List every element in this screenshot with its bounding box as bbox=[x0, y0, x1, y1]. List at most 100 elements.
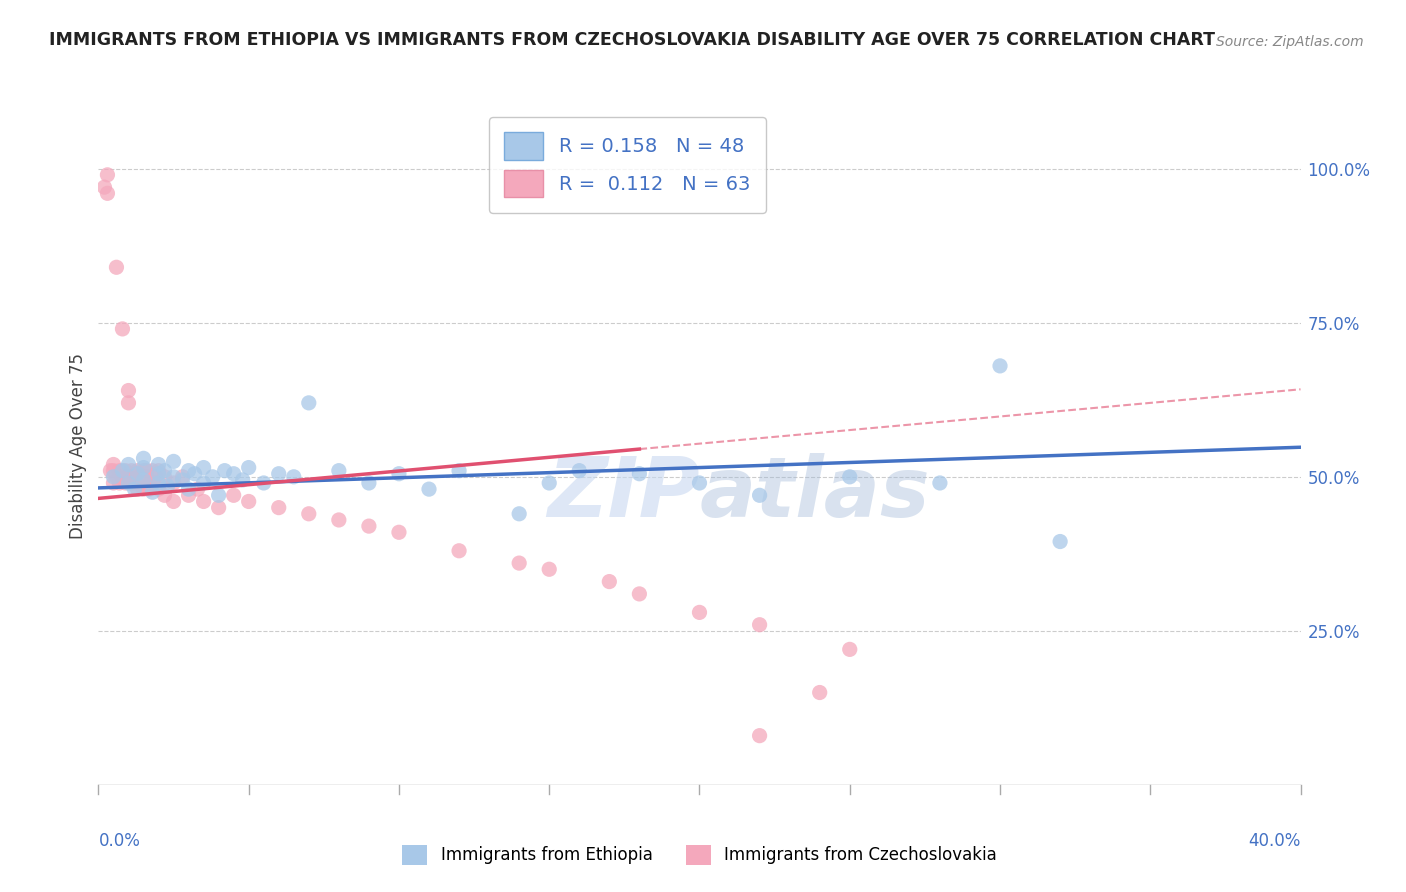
Point bbox=[748, 729, 770, 743]
Point bbox=[127, 467, 149, 481]
Text: IMMIGRANTS FROM ETHIOPIA VS IMMIGRANTS FROM CZECHOSLOVAKIA DISABILITY AGE OVER 7: IMMIGRANTS FROM ETHIOPIA VS IMMIGRANTS F… bbox=[49, 31, 1215, 49]
Text: atlas: atlas bbox=[700, 453, 931, 534]
Point bbox=[357, 475, 380, 490]
Point bbox=[193, 460, 215, 475]
Point bbox=[748, 617, 770, 632]
Point bbox=[568, 464, 591, 478]
Point bbox=[117, 475, 139, 490]
Point bbox=[208, 488, 231, 502]
Point bbox=[156, 479, 179, 493]
Point bbox=[114, 475, 136, 490]
Text: 40.0%: 40.0% bbox=[1249, 832, 1301, 850]
Point bbox=[388, 525, 411, 540]
Point bbox=[96, 168, 118, 182]
Point bbox=[1049, 534, 1071, 549]
Point bbox=[114, 464, 136, 478]
Point bbox=[129, 475, 152, 490]
Point bbox=[267, 467, 290, 481]
Point bbox=[103, 458, 125, 472]
Point bbox=[127, 464, 149, 478]
Y-axis label: Disability Age Over 75: Disability Age Over 75 bbox=[69, 353, 87, 539]
Point bbox=[124, 475, 146, 490]
Point bbox=[689, 475, 711, 490]
Point bbox=[162, 475, 184, 490]
Point bbox=[418, 482, 440, 496]
Point bbox=[447, 543, 470, 558]
Point bbox=[148, 475, 170, 490]
Point bbox=[145, 470, 167, 484]
Point bbox=[628, 587, 651, 601]
Point bbox=[138, 482, 160, 496]
Point bbox=[117, 458, 139, 472]
Point bbox=[388, 467, 411, 481]
Point bbox=[357, 519, 380, 533]
Point bbox=[177, 488, 200, 502]
Point bbox=[508, 507, 530, 521]
Point bbox=[538, 562, 561, 576]
Point bbox=[208, 500, 231, 515]
Point bbox=[111, 464, 134, 478]
Point bbox=[328, 513, 350, 527]
Point bbox=[162, 470, 184, 484]
Point bbox=[105, 260, 128, 275]
Point bbox=[238, 494, 260, 508]
Point bbox=[132, 473, 155, 487]
Point bbox=[132, 460, 155, 475]
Point bbox=[132, 451, 155, 466]
Point bbox=[148, 467, 170, 481]
Point bbox=[328, 464, 350, 478]
Point bbox=[132, 464, 155, 478]
Point bbox=[138, 475, 160, 490]
Point bbox=[508, 556, 530, 570]
Point bbox=[298, 507, 321, 521]
Point bbox=[267, 500, 290, 515]
Point bbox=[598, 574, 620, 589]
Point bbox=[103, 464, 125, 478]
Point bbox=[117, 384, 139, 398]
Point bbox=[141, 485, 163, 500]
Point bbox=[148, 482, 170, 496]
Point bbox=[124, 470, 146, 484]
Point bbox=[105, 470, 128, 484]
Point bbox=[141, 464, 163, 478]
Point bbox=[132, 482, 155, 496]
Point bbox=[193, 475, 215, 490]
Point bbox=[838, 470, 860, 484]
Point bbox=[447, 464, 470, 478]
Point bbox=[121, 464, 143, 478]
Point bbox=[232, 473, 254, 487]
Legend: R = 0.158   N = 48, R =  0.112   N = 63: R = 0.158 N = 48, R = 0.112 N = 63 bbox=[489, 117, 766, 212]
Point bbox=[172, 473, 194, 487]
Point bbox=[238, 460, 260, 475]
Point bbox=[153, 464, 176, 478]
Point bbox=[153, 488, 176, 502]
Point bbox=[124, 482, 146, 496]
Point bbox=[222, 467, 245, 481]
Text: ZIP: ZIP bbox=[547, 453, 700, 534]
Point bbox=[135, 464, 157, 478]
Point bbox=[201, 470, 224, 484]
Point bbox=[117, 396, 139, 410]
Text: Source: ZipAtlas.com: Source: ZipAtlas.com bbox=[1216, 35, 1364, 49]
Point bbox=[689, 606, 711, 620]
Point bbox=[148, 458, 170, 472]
Point bbox=[177, 464, 200, 478]
Point bbox=[222, 488, 245, 502]
Point bbox=[121, 475, 143, 490]
Point bbox=[253, 475, 276, 490]
Point bbox=[808, 685, 831, 699]
Point bbox=[193, 494, 215, 508]
Point bbox=[117, 470, 139, 484]
Point bbox=[141, 475, 163, 490]
Point bbox=[162, 454, 184, 468]
Point bbox=[187, 482, 209, 496]
Point bbox=[172, 470, 194, 484]
Text: 0.0%: 0.0% bbox=[98, 832, 141, 850]
Point bbox=[183, 467, 205, 481]
Point bbox=[111, 322, 134, 336]
Point bbox=[108, 475, 131, 490]
Point bbox=[538, 475, 561, 490]
Point bbox=[283, 470, 305, 484]
Point bbox=[96, 186, 118, 201]
Point bbox=[111, 470, 134, 484]
